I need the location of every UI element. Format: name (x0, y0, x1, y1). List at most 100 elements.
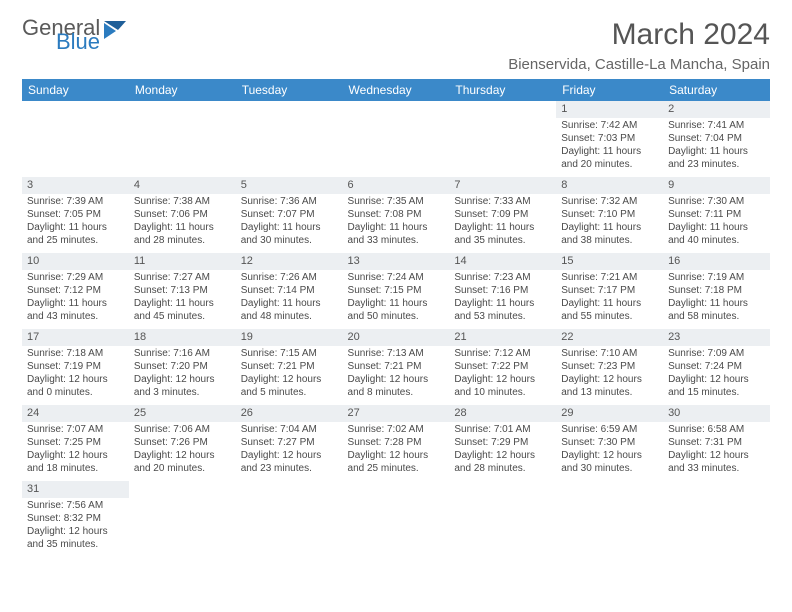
calendar-day-cell (556, 481, 663, 557)
day-detail-line: and 18 minutes. (27, 463, 124, 476)
calendar-day-cell: 18Sunrise: 7:16 AMSunset: 7:20 PMDayligh… (129, 329, 236, 405)
day-detail-line: Daylight: 11 hours (241, 222, 338, 235)
calendar-day-cell: 9Sunrise: 7:30 AMSunset: 7:11 PMDaylight… (663, 177, 770, 253)
day-details: Sunrise: 7:33 AMSunset: 7:09 PMDaylight:… (449, 194, 556, 251)
calendar-day-cell: 8Sunrise: 7:32 AMSunset: 7:10 PMDaylight… (556, 177, 663, 253)
day-details: Sunrise: 7:19 AMSunset: 7:18 PMDaylight:… (663, 270, 770, 327)
day-number (556, 481, 663, 498)
day-detail-line: Daylight: 11 hours (668, 298, 765, 311)
day-detail-line: Sunset: 7:03 PM (561, 133, 658, 146)
day-details: Sunrise: 7:42 AMSunset: 7:03 PMDaylight:… (556, 118, 663, 175)
day-detail-line: Sunset: 7:23 PM (561, 361, 658, 374)
day-detail-line: and 25 minutes. (348, 463, 445, 476)
weekday-header: Sunday (22, 79, 129, 101)
day-details: Sunrise: 7:18 AMSunset: 7:19 PMDaylight:… (22, 346, 129, 403)
day-detail-line: and 8 minutes. (348, 387, 445, 400)
day-details: Sunrise: 7:27 AMSunset: 7:13 PMDaylight:… (129, 270, 236, 327)
day-detail-line: Daylight: 11 hours (348, 298, 445, 311)
day-number: 8 (556, 177, 663, 194)
day-detail-line: Daylight: 11 hours (454, 298, 551, 311)
day-detail-line: Daylight: 12 hours (348, 374, 445, 387)
day-number: 30 (663, 405, 770, 422)
day-detail-line: Sunrise: 7:19 AM (668, 272, 765, 285)
day-detail-line: Daylight: 12 hours (454, 374, 551, 387)
day-detail-line: Daylight: 12 hours (561, 374, 658, 387)
day-number (663, 481, 770, 498)
calendar-day-cell: 16Sunrise: 7:19 AMSunset: 7:18 PMDayligh… (663, 253, 770, 329)
day-number: 9 (663, 177, 770, 194)
day-number: 19 (236, 329, 343, 346)
day-detail-line: Sunrise: 7:13 AM (348, 348, 445, 361)
day-detail-line: Sunset: 7:11 PM (668, 209, 765, 222)
day-details: Sunrise: 7:07 AMSunset: 7:25 PMDaylight:… (22, 422, 129, 479)
day-detail-line: Sunrise: 7:12 AM (454, 348, 551, 361)
day-details: Sunrise: 7:24 AMSunset: 7:15 PMDaylight:… (343, 270, 450, 327)
day-detail-line: and 23 minutes. (668, 159, 765, 172)
day-details: Sunrise: 7:01 AMSunset: 7:29 PMDaylight:… (449, 422, 556, 479)
day-detail-line: Sunrise: 7:07 AM (27, 424, 124, 437)
day-number (449, 101, 556, 118)
calendar-table: SundayMondayTuesdayWednesdayThursdayFrid… (22, 79, 770, 557)
day-detail-line: and 38 minutes. (561, 235, 658, 248)
day-details: Sunrise: 7:30 AMSunset: 7:11 PMDaylight:… (663, 194, 770, 251)
calendar-day-cell: 17Sunrise: 7:18 AMSunset: 7:19 PMDayligh… (22, 329, 129, 405)
day-detail-line: Sunset: 7:17 PM (561, 285, 658, 298)
day-detail-line: Sunrise: 7:42 AM (561, 120, 658, 133)
calendar-day-cell (236, 481, 343, 557)
day-detail-line: Sunrise: 7:09 AM (668, 348, 765, 361)
day-detail-line: and 5 minutes. (241, 387, 338, 400)
calendar-day-cell: 3Sunrise: 7:39 AMSunset: 7:05 PMDaylight… (22, 177, 129, 253)
day-detail-line: and 15 minutes. (668, 387, 765, 400)
day-detail-line: Daylight: 11 hours (134, 222, 231, 235)
day-detail-line: Sunrise: 6:59 AM (561, 424, 658, 437)
day-detail-line: and 58 minutes. (668, 311, 765, 324)
day-number: 27 (343, 405, 450, 422)
day-number: 16 (663, 253, 770, 270)
calendar-day-cell: 21Sunrise: 7:12 AMSunset: 7:22 PMDayligh… (449, 329, 556, 405)
day-detail-line: Daylight: 11 hours (241, 298, 338, 311)
day-detail-line: Sunset: 7:18 PM (668, 285, 765, 298)
day-detail-line: Daylight: 12 hours (561, 450, 658, 463)
day-detail-line: Sunrise: 7:06 AM (134, 424, 231, 437)
day-details: Sunrise: 7:39 AMSunset: 7:05 PMDaylight:… (22, 194, 129, 251)
calendar-day-cell: 14Sunrise: 7:23 AMSunset: 7:16 PMDayligh… (449, 253, 556, 329)
day-number: 29 (556, 405, 663, 422)
day-detail-line: Sunrise: 7:26 AM (241, 272, 338, 285)
day-detail-line: Sunrise: 7:21 AM (561, 272, 658, 285)
weekday-header: Saturday (663, 79, 770, 101)
day-number: 3 (22, 177, 129, 194)
day-detail-line: and 43 minutes. (27, 311, 124, 324)
day-detail-line: and 23 minutes. (241, 463, 338, 476)
day-detail-line: and 20 minutes. (134, 463, 231, 476)
calendar-day-cell: 22Sunrise: 7:10 AMSunset: 7:23 PMDayligh… (556, 329, 663, 405)
day-detail-line: and 0 minutes. (27, 387, 124, 400)
logo-text-blue: Blue (56, 32, 100, 52)
calendar-week-row: 1Sunrise: 7:42 AMSunset: 7:03 PMDaylight… (22, 101, 770, 177)
day-detail-line: Daylight: 12 hours (454, 450, 551, 463)
day-detail-line: Sunset: 7:07 PM (241, 209, 338, 222)
day-detail-line: Daylight: 11 hours (348, 222, 445, 235)
logo: General Blue (22, 18, 130, 52)
day-detail-line: Sunset: 7:14 PM (241, 285, 338, 298)
day-detail-line: Sunset: 7:30 PM (561, 437, 658, 450)
day-detail-line: and 25 minutes. (27, 235, 124, 248)
day-details: Sunrise: 7:23 AMSunset: 7:16 PMDaylight:… (449, 270, 556, 327)
calendar-day-cell: 4Sunrise: 7:38 AMSunset: 7:06 PMDaylight… (129, 177, 236, 253)
day-details: Sunrise: 7:12 AMSunset: 7:22 PMDaylight:… (449, 346, 556, 403)
day-number: 21 (449, 329, 556, 346)
day-detail-line: Sunset: 7:25 PM (27, 437, 124, 450)
day-detail-line: and 30 minutes. (561, 463, 658, 476)
day-detail-line: Sunset: 7:24 PM (668, 361, 765, 374)
calendar-day-cell: 12Sunrise: 7:26 AMSunset: 7:14 PMDayligh… (236, 253, 343, 329)
day-number: 25 (129, 405, 236, 422)
day-details: Sunrise: 7:56 AMSunset: 8:32 PMDaylight:… (22, 498, 129, 555)
day-detail-line: Sunrise: 7:04 AM (241, 424, 338, 437)
weekday-header: Monday (129, 79, 236, 101)
calendar-day-cell (236, 101, 343, 177)
day-number: 10 (22, 253, 129, 270)
day-details: Sunrise: 7:29 AMSunset: 7:12 PMDaylight:… (22, 270, 129, 327)
calendar-day-cell: 1Sunrise: 7:42 AMSunset: 7:03 PMDaylight… (556, 101, 663, 177)
day-detail-line: and 30 minutes. (241, 235, 338, 248)
day-detail-line: and 55 minutes. (561, 311, 658, 324)
calendar-day-cell: 10Sunrise: 7:29 AMSunset: 7:12 PMDayligh… (22, 253, 129, 329)
